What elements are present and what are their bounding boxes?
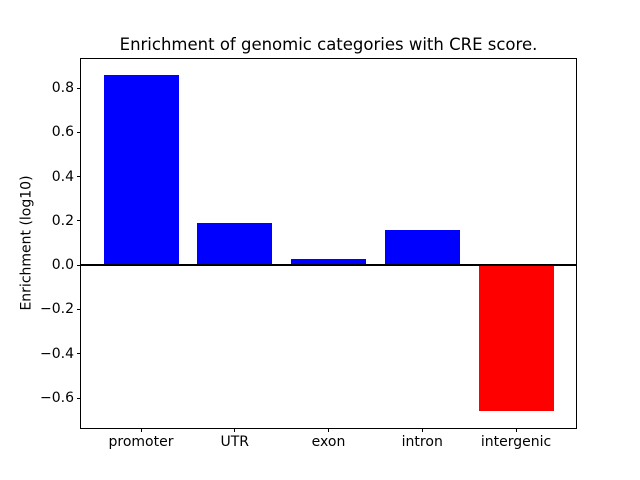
x-tick-mark — [140, 428, 142, 432]
y-tick-label: −0.4 — [40, 345, 74, 362]
y-tick-label: −0.6 — [40, 390, 74, 406]
bar-UTR — [197, 223, 273, 266]
y-tick-mark — [77, 87, 81, 89]
y-tick-mark — [77, 397, 81, 399]
y-tick-label: 0.0 — [51, 257, 74, 274]
x-tick-mark — [328, 428, 329, 432]
y-tick-mark — [77, 220, 81, 222]
chart-title: Enrichment of genomic categories with CR… — [119, 35, 538, 54]
x-tick-mark — [515, 428, 517, 432]
bar-intron — [384, 229, 460, 266]
y-tick-mark — [77, 353, 81, 355]
zero-line — [81, 264, 576, 267]
bar-promoter — [103, 74, 179, 266]
y-tick-mark — [77, 264, 81, 266]
x-tick-label-intron: intron — [401, 434, 443, 450]
y-tick-label: 0.6 — [51, 124, 74, 141]
y-tick-label: 0.2 — [51, 212, 74, 229]
y-tick-label: 0.4 — [51, 168, 74, 185]
y-tick-mark — [77, 176, 81, 178]
x-tick-label-exon: exon — [311, 434, 346, 450]
x-tick-label-promoter: promoter — [108, 434, 174, 450]
y-tick-mark — [77, 131, 81, 133]
y-tick-label: −0.2 — [40, 301, 74, 318]
bar-intergenic — [478, 265, 554, 412]
x-tick-label-intergenic: intergenic — [480, 434, 552, 450]
y-axis-label: Enrichment (log10) — [18, 175, 35, 311]
y-tick-label: 0.8 — [51, 80, 74, 97]
bar-exon — [291, 258, 366, 266]
x-tick-mark — [234, 428, 236, 432]
y-tick-mark — [77, 308, 81, 310]
x-tick-label-UTR: UTR — [220, 434, 250, 450]
x-tick-mark — [421, 428, 423, 432]
